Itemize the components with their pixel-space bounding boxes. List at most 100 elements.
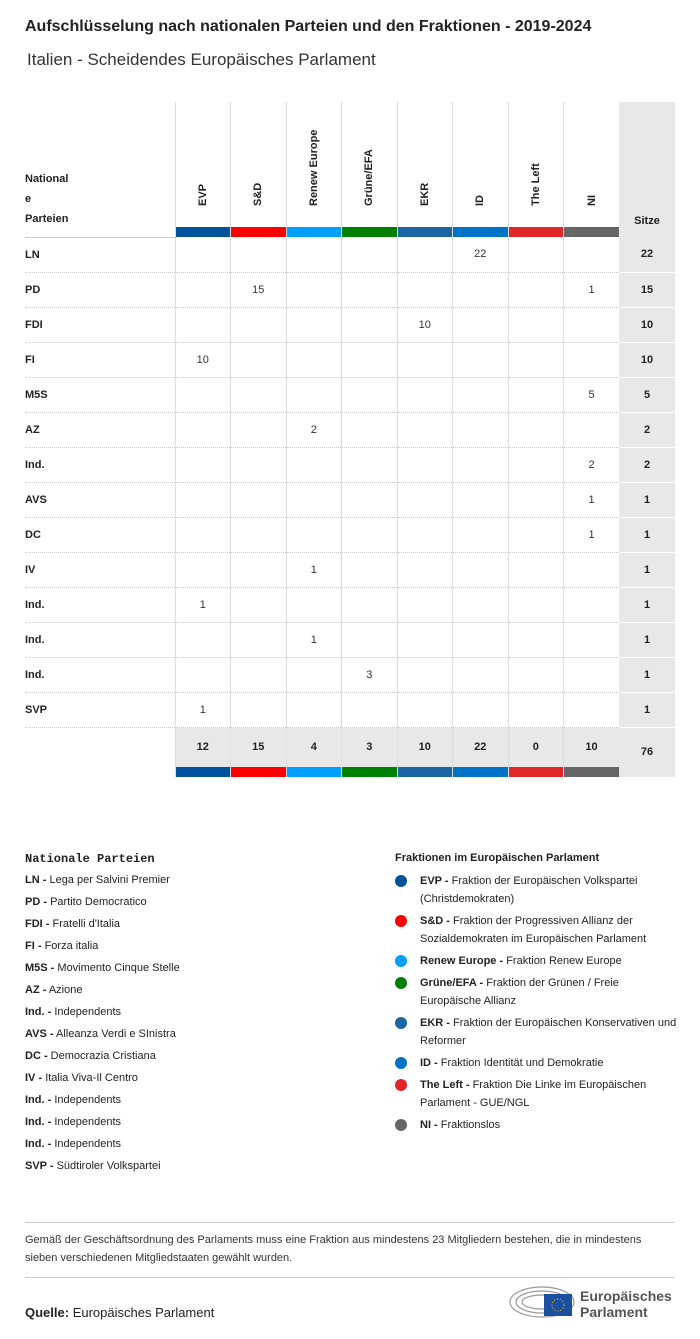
seat-cell xyxy=(563,622,619,658)
seat-cell xyxy=(230,237,286,273)
legend-abbr: IV - xyxy=(25,1072,43,1084)
party-name: PD xyxy=(25,272,175,308)
table-row: AZ 2 2 xyxy=(25,412,675,448)
seat-cell xyxy=(452,447,508,483)
legend-abbr: SVP - xyxy=(25,1160,54,1172)
legend-item: Grüne/EFA - Fraktion der Grünen / Freie … xyxy=(395,974,680,1010)
legend-name: Fraktionslos xyxy=(440,1119,501,1131)
group-total-cell: 22 xyxy=(452,727,508,777)
seat-cell xyxy=(285,377,342,413)
group-dot-icon xyxy=(395,915,407,927)
legend-abbr: AVS - xyxy=(25,1028,54,1040)
group-color-bar xyxy=(231,767,286,777)
seats-column-header: Sitze xyxy=(619,102,675,237)
table-row: Ind. 1 1 xyxy=(25,622,675,658)
legend-item: AZ - Azione xyxy=(25,984,180,1006)
seat-cell: 1 xyxy=(174,692,231,728)
seat-cell xyxy=(230,657,286,693)
group-total-cell: 10 xyxy=(563,727,619,777)
seat-cell xyxy=(396,272,453,308)
legend-name: Alleanza Verdi e SInistra xyxy=(55,1028,176,1040)
legend-item: FI - Forza italia xyxy=(25,940,180,962)
party-name: SVP xyxy=(25,692,175,728)
seat-cell: 1 xyxy=(563,272,619,308)
seat-cell xyxy=(452,552,508,588)
party-name: M5S xyxy=(25,377,175,413)
group-total-cell: 3 xyxy=(341,727,397,777)
seat-cell xyxy=(174,622,231,658)
seats-total-cell: 1 xyxy=(619,552,675,588)
seat-cell: 2 xyxy=(285,412,342,448)
seat-cell xyxy=(507,657,564,693)
seat-cell xyxy=(563,657,619,693)
legend-name: Fraktion der Grünen / Freie Europäische … xyxy=(420,977,619,1007)
seats-total-cell: 1 xyxy=(619,622,675,658)
seat-cell xyxy=(563,307,619,343)
legend-abbr: The Left - xyxy=(420,1079,470,1091)
group-label: ID xyxy=(474,195,487,206)
group-dot-icon xyxy=(395,1057,407,1069)
seat-cell xyxy=(341,517,397,553)
seat-cell xyxy=(507,377,564,413)
seat-cell xyxy=(174,552,231,588)
group-dot-icon xyxy=(395,977,407,989)
seat-cell xyxy=(285,657,342,693)
group-dot-icon xyxy=(395,1119,407,1131)
legend-name: Fraktion der Europäischen Volkspartei (C… xyxy=(420,875,638,905)
legend-name: Independents xyxy=(54,1138,122,1150)
legend-title: Nationale Parteien xyxy=(25,852,155,866)
party-name: Ind. xyxy=(25,447,175,483)
logo-line: Parlament xyxy=(580,1304,648,1320)
group-color-bar xyxy=(175,767,230,777)
seat-cell xyxy=(507,552,564,588)
legend-name: Independents xyxy=(54,1116,122,1128)
seat-cell xyxy=(396,342,453,378)
seat-cell xyxy=(507,447,564,483)
seat-cell: 1 xyxy=(174,587,231,623)
group-column-header: The Left xyxy=(507,102,564,237)
seat-cell: 22 xyxy=(452,237,508,273)
group-label: Renew Europe xyxy=(307,129,320,206)
seat-cell xyxy=(341,307,397,343)
legend-item: S&D - Fraktion der Progressiven Allianz … xyxy=(395,912,680,948)
legend-abbr: EVP - xyxy=(420,875,449,887)
seat-cell xyxy=(285,307,342,343)
legend-name: Partito Democratico xyxy=(50,896,147,908)
footnote: Gemäß der Geschäftsordnung des Parlament… xyxy=(25,1222,675,1278)
seat-cell xyxy=(563,342,619,378)
seat-cell xyxy=(507,412,564,448)
seat-cell: 1 xyxy=(563,517,619,553)
legend-abbr: M5S - xyxy=(25,962,55,974)
group-column-header: ID xyxy=(452,102,508,237)
totals-spacer xyxy=(25,727,175,777)
table-row: AVS 1 1 xyxy=(25,482,675,518)
page-subtitle: Italien - Scheidendes Europäisches Parla… xyxy=(27,50,376,69)
seat-cell xyxy=(174,447,231,483)
table-row: PD 15 1 15 xyxy=(25,272,675,308)
group-label: S&D xyxy=(252,182,265,206)
legend-abbr: Ind. - xyxy=(25,1006,52,1018)
group-column-header: EKR xyxy=(396,102,453,237)
legend-name: Fraktion Identität und Demokratie xyxy=(440,1057,604,1069)
seat-cell xyxy=(452,587,508,623)
seat-cell xyxy=(507,692,564,728)
legend-item: Ind. - Independents xyxy=(25,1094,180,1116)
seat-cell: 1 xyxy=(563,482,619,518)
logo-line: Europäisches xyxy=(580,1288,672,1304)
seat-cell xyxy=(507,307,564,343)
group-color-bar xyxy=(397,227,452,237)
legend-abbr: FI - xyxy=(25,940,42,952)
seat-cell xyxy=(341,692,397,728)
legend-abbr: Ind. - xyxy=(25,1138,52,1150)
group-color-bar xyxy=(286,767,341,777)
group-color-bar xyxy=(342,767,397,777)
seat-cell: 1 xyxy=(285,622,342,658)
seats-table: National e Parteien EVP S&D Renew Europe Grün… xyxy=(25,102,675,777)
seat-cell: 1 xyxy=(285,552,342,588)
group-column-header: S&D xyxy=(230,102,286,237)
seat-cell xyxy=(396,237,453,273)
seat-cell xyxy=(396,657,453,693)
legend-item: IV - Italia Viva-Il Centro xyxy=(25,1072,180,1094)
legend-abbr: S&D - xyxy=(420,915,450,927)
seat-cell xyxy=(396,692,453,728)
